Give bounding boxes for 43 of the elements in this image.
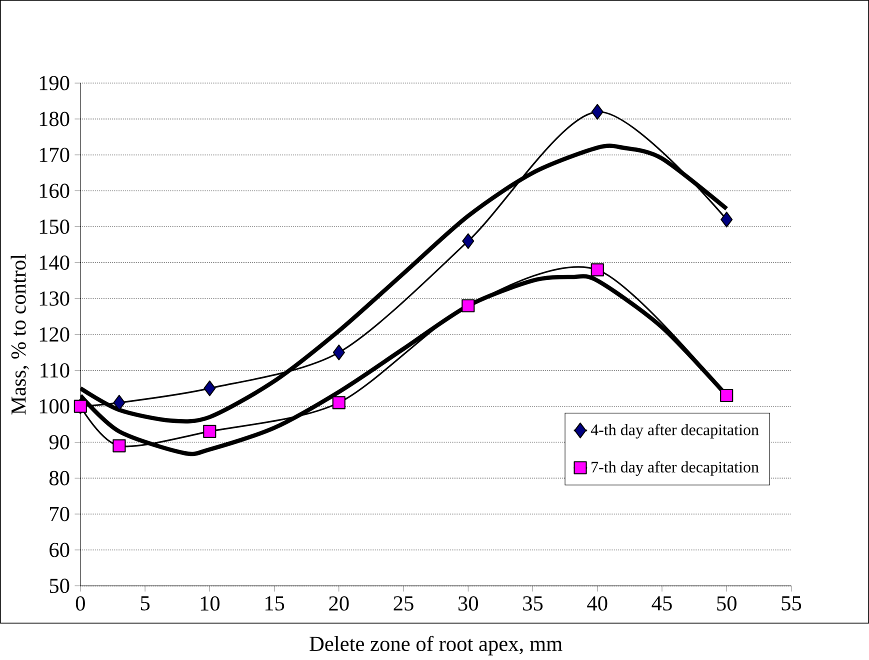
x-tick-label: 10 — [200, 596, 220, 611]
y-tick-label: 150 — [40, 220, 70, 234]
y-tick-label: 130 — [40, 291, 70, 306]
legend-label: 4-th day after decapitation — [590, 424, 759, 439]
point — [203, 424, 216, 438]
x-tick-label: 50 — [717, 596, 736, 611]
legend-label: 7-th day after decapitation — [592, 461, 759, 476]
x-tick-label: 5 — [140, 596, 150, 611]
point — [332, 396, 346, 410]
y-tick-label: 120 — [40, 327, 70, 342]
point — [720, 389, 734, 402]
y-tick-label: 100 — [40, 399, 70, 414]
x-tick-label: 55 — [782, 596, 802, 611]
y-tick-label: 80 — [49, 471, 70, 486]
point — [591, 104, 604, 120]
y-axis-title: Mass, % to control — [10, 254, 29, 415]
point — [590, 263, 604, 276]
x-tick-label: 15 — [265, 596, 284, 611]
point — [113, 394, 126, 411]
y-tick-label: 190 — [40, 76, 70, 90]
y-tick-label: 170 — [40, 148, 70, 162]
y-tick-label: 180 — [40, 112, 70, 126]
point — [112, 439, 126, 452]
point — [204, 380, 216, 396]
point — [720, 212, 733, 228]
y-tick-label: 90 — [49, 435, 70, 450]
y-tick-label: 60 — [50, 542, 70, 558]
y-tick-label: 70 — [50, 506, 70, 522]
y-tick-label: 160 — [40, 184, 70, 198]
x-tick-label: 20 — [329, 596, 349, 611]
x-tick-label: 25 — [394, 596, 414, 611]
y-tick-label: 140 — [40, 256, 70, 270]
x-tick-label: 40 — [587, 596, 608, 611]
x-axis-title: Delete zone of root apex, mm — [310, 636, 562, 656]
point — [462, 299, 475, 312]
y-tick-label: 50 — [50, 578, 70, 594]
x-tick-label: 35 — [523, 596, 543, 611]
y-tick-label: 110 — [40, 363, 70, 378]
x-tick-label: 30 — [458, 596, 478, 611]
point — [462, 233, 474, 250]
point — [332, 344, 345, 360]
x-tick-label: 45 — [652, 596, 672, 611]
x-tick-label: 0 — [76, 596, 85, 611]
